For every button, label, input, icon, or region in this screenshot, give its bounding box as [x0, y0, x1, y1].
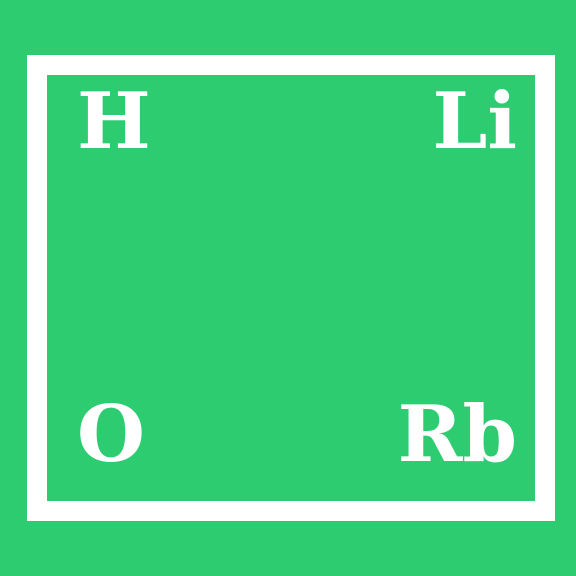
- element-symbol-bottom-left: O: [77, 389, 145, 480]
- white-square-frame: [27, 55, 555, 521]
- element-symbol-top-right: Li: [432, 76, 517, 167]
- element-symbol-top-left: H: [77, 76, 151, 167]
- element-symbol-bottom-right: Rb: [397, 389, 517, 480]
